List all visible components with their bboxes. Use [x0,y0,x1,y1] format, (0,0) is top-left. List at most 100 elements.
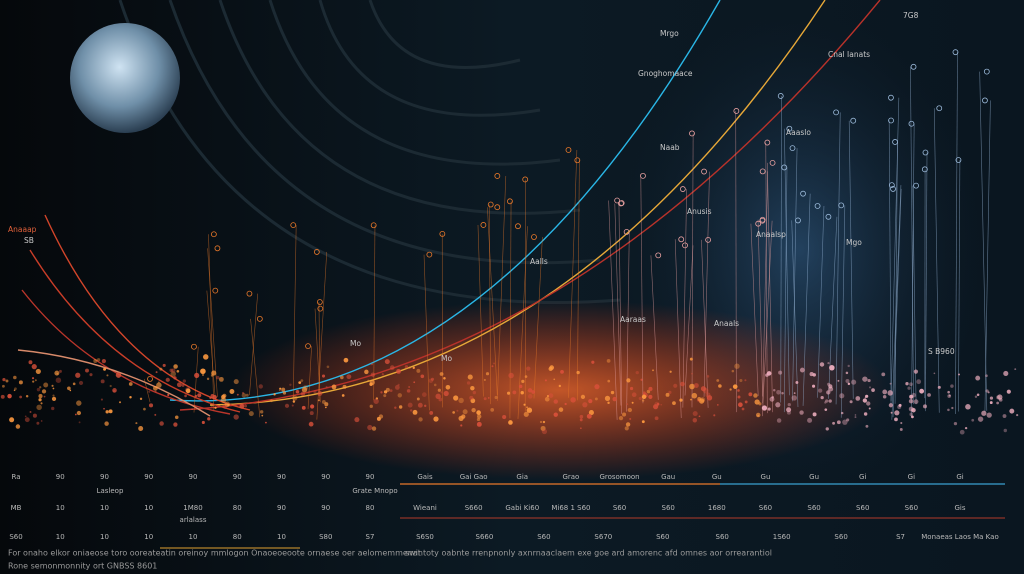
annotation: Aaaslo [786,128,811,137]
particle [25,395,29,398]
spike-dot [565,147,572,153]
row-label: Grosomoon [599,473,639,481]
particle [541,428,548,435]
particle [526,406,528,409]
spike-dot [759,168,766,175]
particle [527,394,533,399]
particle [951,406,954,410]
particle [754,399,760,405]
particle [546,394,550,398]
particle [560,369,564,374]
spike-dot [890,186,896,192]
particle [13,375,17,380]
particle [85,368,89,373]
spike-dot [888,117,894,124]
particle [582,402,588,408]
spike-dot [246,290,253,297]
particle [155,371,158,374]
particle [162,363,166,368]
particle [32,413,37,418]
particle [452,411,455,414]
row-label: Gu [712,473,722,481]
particle [433,383,437,387]
spike-dot [370,222,377,229]
particle [295,389,300,394]
spike-dot [952,49,959,56]
particle [888,403,893,408]
particle [476,417,481,422]
particle [159,367,163,371]
particle [211,370,217,376]
particle [1006,389,1011,394]
particle [406,389,411,393]
particle [89,373,93,377]
spike-dot [290,222,297,229]
particle [734,363,740,369]
row-label: 10 [189,533,198,541]
spike [933,108,940,413]
particle [476,414,482,419]
particle [35,368,41,375]
particle [718,384,722,388]
row-label: S60 [759,504,772,512]
row-label: 90 [321,504,330,512]
particle [907,386,911,390]
particle [654,416,659,421]
particle [758,402,762,406]
spike [911,123,915,417]
particle [881,372,886,377]
spike [206,290,216,399]
particle [173,364,178,369]
particle [937,385,941,389]
particle [201,420,205,425]
particle [76,410,82,416]
particle [862,398,868,403]
particle [34,379,37,382]
particle [303,385,308,391]
particle [905,382,909,386]
particle [812,412,817,417]
row-label: S60 [856,504,869,512]
particle [485,372,490,376]
particle [781,392,784,395]
spike [568,149,578,398]
particle [627,407,633,413]
spike-dot [426,251,433,258]
spike-dot [682,242,688,249]
particle [364,369,369,375]
particle [864,396,867,399]
particle [24,417,30,423]
spike [735,110,737,413]
particle [911,415,914,419]
particle [729,388,732,391]
particle [631,392,637,398]
particle [646,389,651,394]
spike [614,203,622,406]
row-label: S60 [662,504,675,512]
particle [799,410,804,415]
particle [176,382,182,388]
particle [413,381,416,384]
particle [909,382,913,387]
row-label: 90 [189,473,198,481]
spike-dot [781,164,788,171]
row-label: 90 [321,473,330,481]
row-label: S60 [656,533,669,541]
particle [527,388,533,393]
row-label: Wieani [413,504,437,512]
particle [652,369,654,372]
particle [430,377,435,381]
spike [608,200,618,420]
particle [138,426,144,431]
particle [520,390,524,395]
particle [229,389,235,394]
particle [421,392,427,397]
particle [626,378,631,383]
spike [577,160,580,401]
particle [867,378,871,383]
particle [818,388,823,393]
particle [270,399,273,403]
spike-dot [640,172,646,179]
particle [200,368,206,375]
particle [233,414,239,420]
